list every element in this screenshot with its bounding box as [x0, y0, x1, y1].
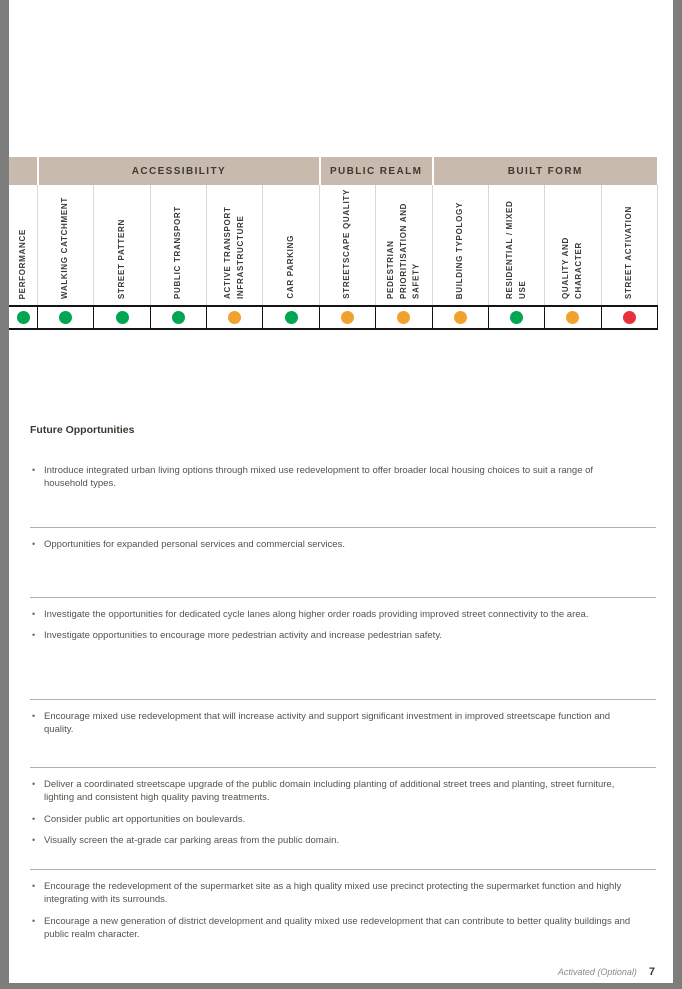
status-dot-amber — [566, 311, 580, 324]
category-header-row: ACCESSIBILITY PUBLIC REALM BUILT FORM — [9, 157, 658, 185]
column-header-performance: PERFORMANCE — [9, 185, 38, 305]
opportunity-group-housing: Introduce integrated urban living option… — [30, 454, 656, 528]
opportunity-group-mixed-use: Encourage mixed use redevelopment that w… — [30, 700, 656, 768]
column-header-active-transport-infrastructure: ACTIVE TRANSPORT INFRASTRUCTURE — [207, 185, 264, 305]
column-header-building-typology: BUILDING TYPOLOGY — [433, 185, 489, 305]
bullet-item: Encourage the redevelopment of the super… — [30, 880, 638, 907]
status-cell — [489, 307, 546, 328]
status-cell — [207, 307, 264, 328]
column-header-label: RESIDENTIAL / MIXED USE — [504, 200, 527, 300]
category-header-built-form: BUILT FORM — [433, 157, 657, 185]
column-header-label: WALKING CATCHMENT — [60, 197, 70, 299]
page-footer: Activated (Optional) 7 — [558, 966, 655, 978]
page-margin-left — [0, 0, 9, 989]
category-header-accessibility: ACCESSIBILITY — [39, 157, 319, 185]
category-header-public-realm: PUBLIC REALM — [320, 157, 432, 185]
bullet-item: Introduce integrated urban living option… — [30, 464, 638, 491]
page-margin-right — [673, 0, 682, 989]
status-cell — [94, 307, 151, 328]
bullet-item: Deliver a coordinated streetscape upgrad… — [30, 778, 638, 805]
page-margin-bottom — [0, 983, 682, 989]
column-header-label: PUBLIC TRANSPORT — [173, 206, 182, 299]
status-cell — [320, 307, 377, 328]
column-header-residential-mixed-use: RESIDENTIAL / MIXED USE — [489, 185, 546, 305]
column-header-car-parking: CAR PARKING — [263, 185, 320, 305]
page-number: 7 — [648, 966, 655, 978]
opportunity-group-public-realm: Deliver a coordinated streetscape upgrad… — [30, 768, 656, 870]
column-header-label: STREET ACTIVATION — [623, 205, 633, 299]
assessment-scorecard: ACCESSIBILITY PUBLIC REALM BUILT FORM PE… — [9, 157, 658, 330]
column-header-streetscape-quality: STREETSCAPE QUALITY — [320, 185, 377, 305]
column-header-pedestrian-prioritisation: PEDESTRIAN PRIORITISATION AND SAFETY — [376, 185, 433, 305]
bullet-item: Visually screen the at-grade car parking… — [30, 834, 638, 847]
column-header-label: ACTIVE TRANSPORT INFRASTRUCTURE — [222, 206, 245, 299]
status-cell — [602, 307, 658, 328]
column-header-label: STREET PATTERN — [116, 218, 126, 299]
status-cell — [151, 307, 208, 328]
status-dot-amber — [453, 311, 467, 324]
bullet-item: Encourage mixed use redevelopment that w… — [30, 710, 638, 737]
bullet-item: Opportunities for expanded personal serv… — [30, 538, 638, 551]
column-header-street-pattern: STREET PATTERN — [94, 185, 151, 305]
future-opportunities-section: Future Opportunities Introduce integrate… — [30, 424, 656, 955]
section-heading: Future Opportunities — [30, 424, 135, 436]
column-header-label: BUILDING TYPOLOGY — [454, 201, 464, 299]
column-header-label: STREETSCAPE QUALITY — [342, 189, 352, 299]
column-header-walking-catchment: WALKING CATCHMENT — [38, 185, 95, 305]
column-header-public-transport: PUBLIC TRANSPORT — [151, 185, 208, 305]
status-cell — [38, 307, 95, 328]
status-dot-red — [622, 311, 636, 324]
status-dot-green — [284, 311, 298, 324]
status-cell — [263, 307, 320, 328]
column-header-quality-and-character: QUALITY AND CHARACTER — [545, 185, 602, 305]
status-dot-green — [59, 311, 73, 324]
status-dot-amber — [397, 311, 411, 324]
opportunity-group-built-form: Encourage the redevelopment of the super… — [30, 870, 656, 955]
status-dot-green — [510, 311, 524, 324]
bullet-item: Encourage a new generation of district d… — [30, 915, 638, 942]
status-dot-amber — [340, 311, 354, 324]
column-header-label: CAR PARKING — [285, 235, 295, 299]
opportunity-group-accessibility: Investigate the opportunities for dedica… — [30, 598, 656, 700]
status-dot-green — [115, 311, 129, 324]
bullet-item: Investigate opportunities to encourage m… — [30, 629, 638, 642]
column-header-street-activation: STREET ACTIVATION — [602, 185, 658, 305]
column-header-label: PEDESTRIAN PRIORITISATION AND SAFETY — [385, 202, 421, 299]
status-cell — [545, 307, 602, 328]
opportunity-group-economic: Opportunities for expanded personal serv… — [30, 528, 656, 598]
column-label-row: PERFORMANCE WALKING CATCHMENT STREET PAT… — [9, 185, 658, 305]
category-header-blank — [9, 157, 37, 185]
column-header-label: PERFORMANCE — [17, 228, 27, 299]
footer-document-label: Activated (Optional) — [557, 967, 637, 977]
status-cell — [376, 307, 433, 328]
status-cell — [433, 307, 489, 328]
bullet-item: Consider public art opportunities on bou… — [30, 813, 638, 826]
status-cell — [9, 307, 38, 328]
status-dot-green — [16, 311, 30, 324]
column-header-label: QUALITY AND CHARACTER — [561, 237, 583, 299]
status-dot-green — [171, 311, 185, 324]
bullet-item: Investigate the opportunities for dedica… — [30, 608, 638, 621]
status-dot-amber — [228, 311, 242, 324]
status-rating-row — [9, 305, 658, 330]
